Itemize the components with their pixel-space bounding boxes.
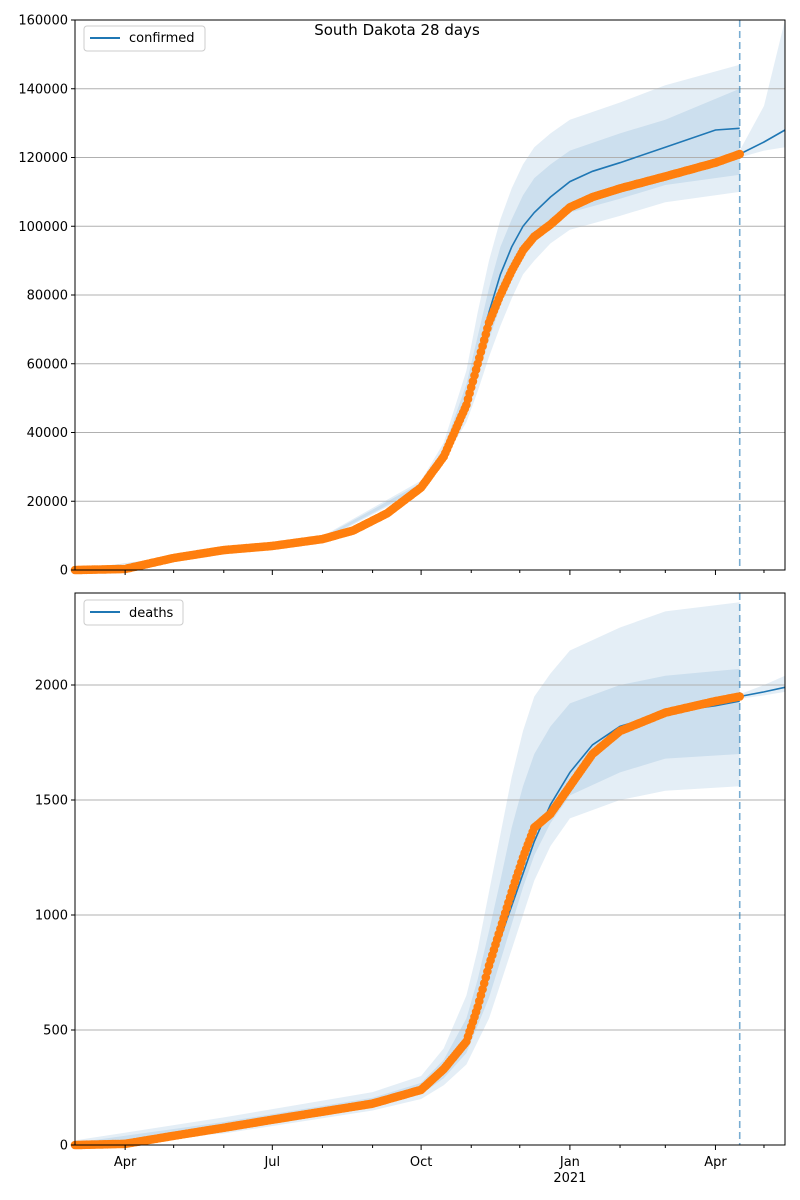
x-tick-label: Oct [410,1155,432,1170]
confirmed-legend: confirmed [83,25,206,52]
deaths-legend: deaths [83,599,184,626]
deaths-y-tick-label: 500 [43,1024,68,1039]
deaths-observed-points [70,692,744,1150]
deaths-y-axis: 0 500 1000 1500 2000 [35,679,75,1154]
confirmed-x-axis-ticks [124,570,765,575]
confirmed-y-tick-label: 80000 [27,289,68,304]
x-tick-label: Apr [704,1155,727,1170]
deaths-gridlines [75,684,785,1031]
x-tick-label: Jul [263,1155,280,1170]
deaths-observed-point [735,692,744,701]
confirmed-legend-label: confirmed [129,31,195,46]
x-tick-label: Apr [114,1155,137,1170]
confirmed-y-tick-label: 20000 [27,495,68,510]
x-tick-label: Jan [559,1155,580,1170]
deaths-y-tick-label: 0 [60,1139,68,1154]
deaths-band-0 [75,602,740,1145]
confirmed-band-0 [75,64,740,570]
confirmed-y-tick-label: 40000 [27,426,68,441]
deaths-panel: 0 500 1000 1500 2000 Apr Jul Oct Jan Apr 2021 dea… [35,592,786,1186]
confirmed-y-axis: 0 20000 40000 60000 80000 100000 120000 140000 1… [18,14,75,579]
confirmed-legend-box [83,25,206,52]
confirmed-panel: 0 20000 40000 60000 80000 100000 120000 140000 1… [18,14,786,579]
deaths-band-2 [739,675,785,699]
deaths-y-tick-label: 1000 [35,909,68,924]
confirmed-y-tick-label: 140000 [18,82,68,97]
deaths-y-tick-label: 1500 [35,794,68,809]
confirmed-gridlines [75,88,785,502]
deaths-forecast-line [739,686,786,698]
confirmed-y-tick-label: 120000 [18,151,68,166]
confirmed-forecast-line [739,129,786,155]
confirmed-observed-points [70,149,744,575]
confirmed-observed-point [735,149,744,159]
confirmed-y-tick-label: 160000 [18,14,68,29]
confirmed-band-2 [739,20,785,158]
figure-title: South Dakota 28 days [314,21,480,39]
x-year-label: 2021 [553,1171,586,1186]
confirmed-y-tick-label: 0 [60,564,68,579]
confirmed-y-tick-label: 100000 [18,220,68,235]
deaths-legend-label: deaths [129,606,174,621]
confirmed-plot-frame [74,19,786,571]
deaths-legend-box [83,599,184,626]
deaths-y-tick-label: 2000 [35,679,68,694]
deaths-plot-frame [74,592,786,1146]
deaths-x-axis: Apr Jul Oct Jan Apr 2021 [114,1145,765,1186]
confirmed-y-tick-label: 60000 [27,357,68,372]
